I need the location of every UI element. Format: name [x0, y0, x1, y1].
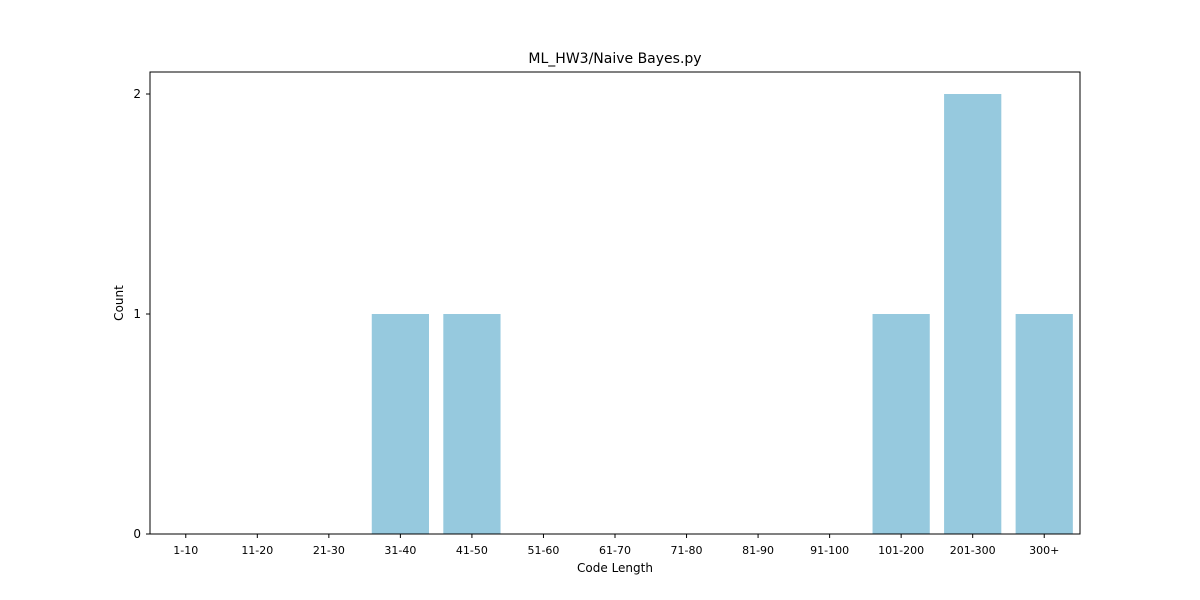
x-tick-label: 201-300 — [950, 544, 996, 557]
x-tick-label: 31-40 — [384, 544, 416, 557]
bars-group — [371, 94, 1073, 534]
x-tick-label: 101-200 — [878, 544, 924, 557]
x-tick-label: 11-20 — [241, 544, 273, 557]
x-tick-label: 51-60 — [527, 544, 559, 557]
y-axis-label: Count — [112, 285, 126, 321]
x-tick-label: 91-100 — [810, 544, 849, 557]
plot-frame — [149, 71, 1081, 535]
x-tick-label: 300+ — [1029, 544, 1059, 557]
x-tick-label: 71-80 — [671, 544, 703, 557]
x-tick-label: 61-70 — [599, 544, 631, 557]
y-tick-label: 2 — [133, 87, 141, 101]
chart-title: ML_HW3/Naive Bayes.py — [528, 51, 701, 67]
x-tick-label: 41-50 — [456, 544, 488, 557]
y-axis-ticks: 0 1 2 — [133, 87, 150, 541]
bar-201-300 — [944, 94, 1002, 534]
x-axis-label: Code Length — [577, 561, 653, 575]
x-tick-label: 81-90 — [742, 544, 774, 557]
y-tick-label: 1 — [133, 307, 141, 321]
y-tick-label: 0 — [133, 527, 141, 541]
bar-300+ — [1015, 314, 1073, 534]
bar-31-40 — [371, 314, 429, 534]
x-axis-ticks: 1-10 11-20 21-30 31-40 41-50 51-60 61-70 71-80 8… — [173, 534, 1059, 557]
bar-41-50 — [443, 314, 501, 534]
x-tick-label: 21-30 — [313, 544, 345, 557]
bar-101-200 — [872, 314, 930, 534]
x-tick-label: 1-10 — [173, 544, 198, 557]
